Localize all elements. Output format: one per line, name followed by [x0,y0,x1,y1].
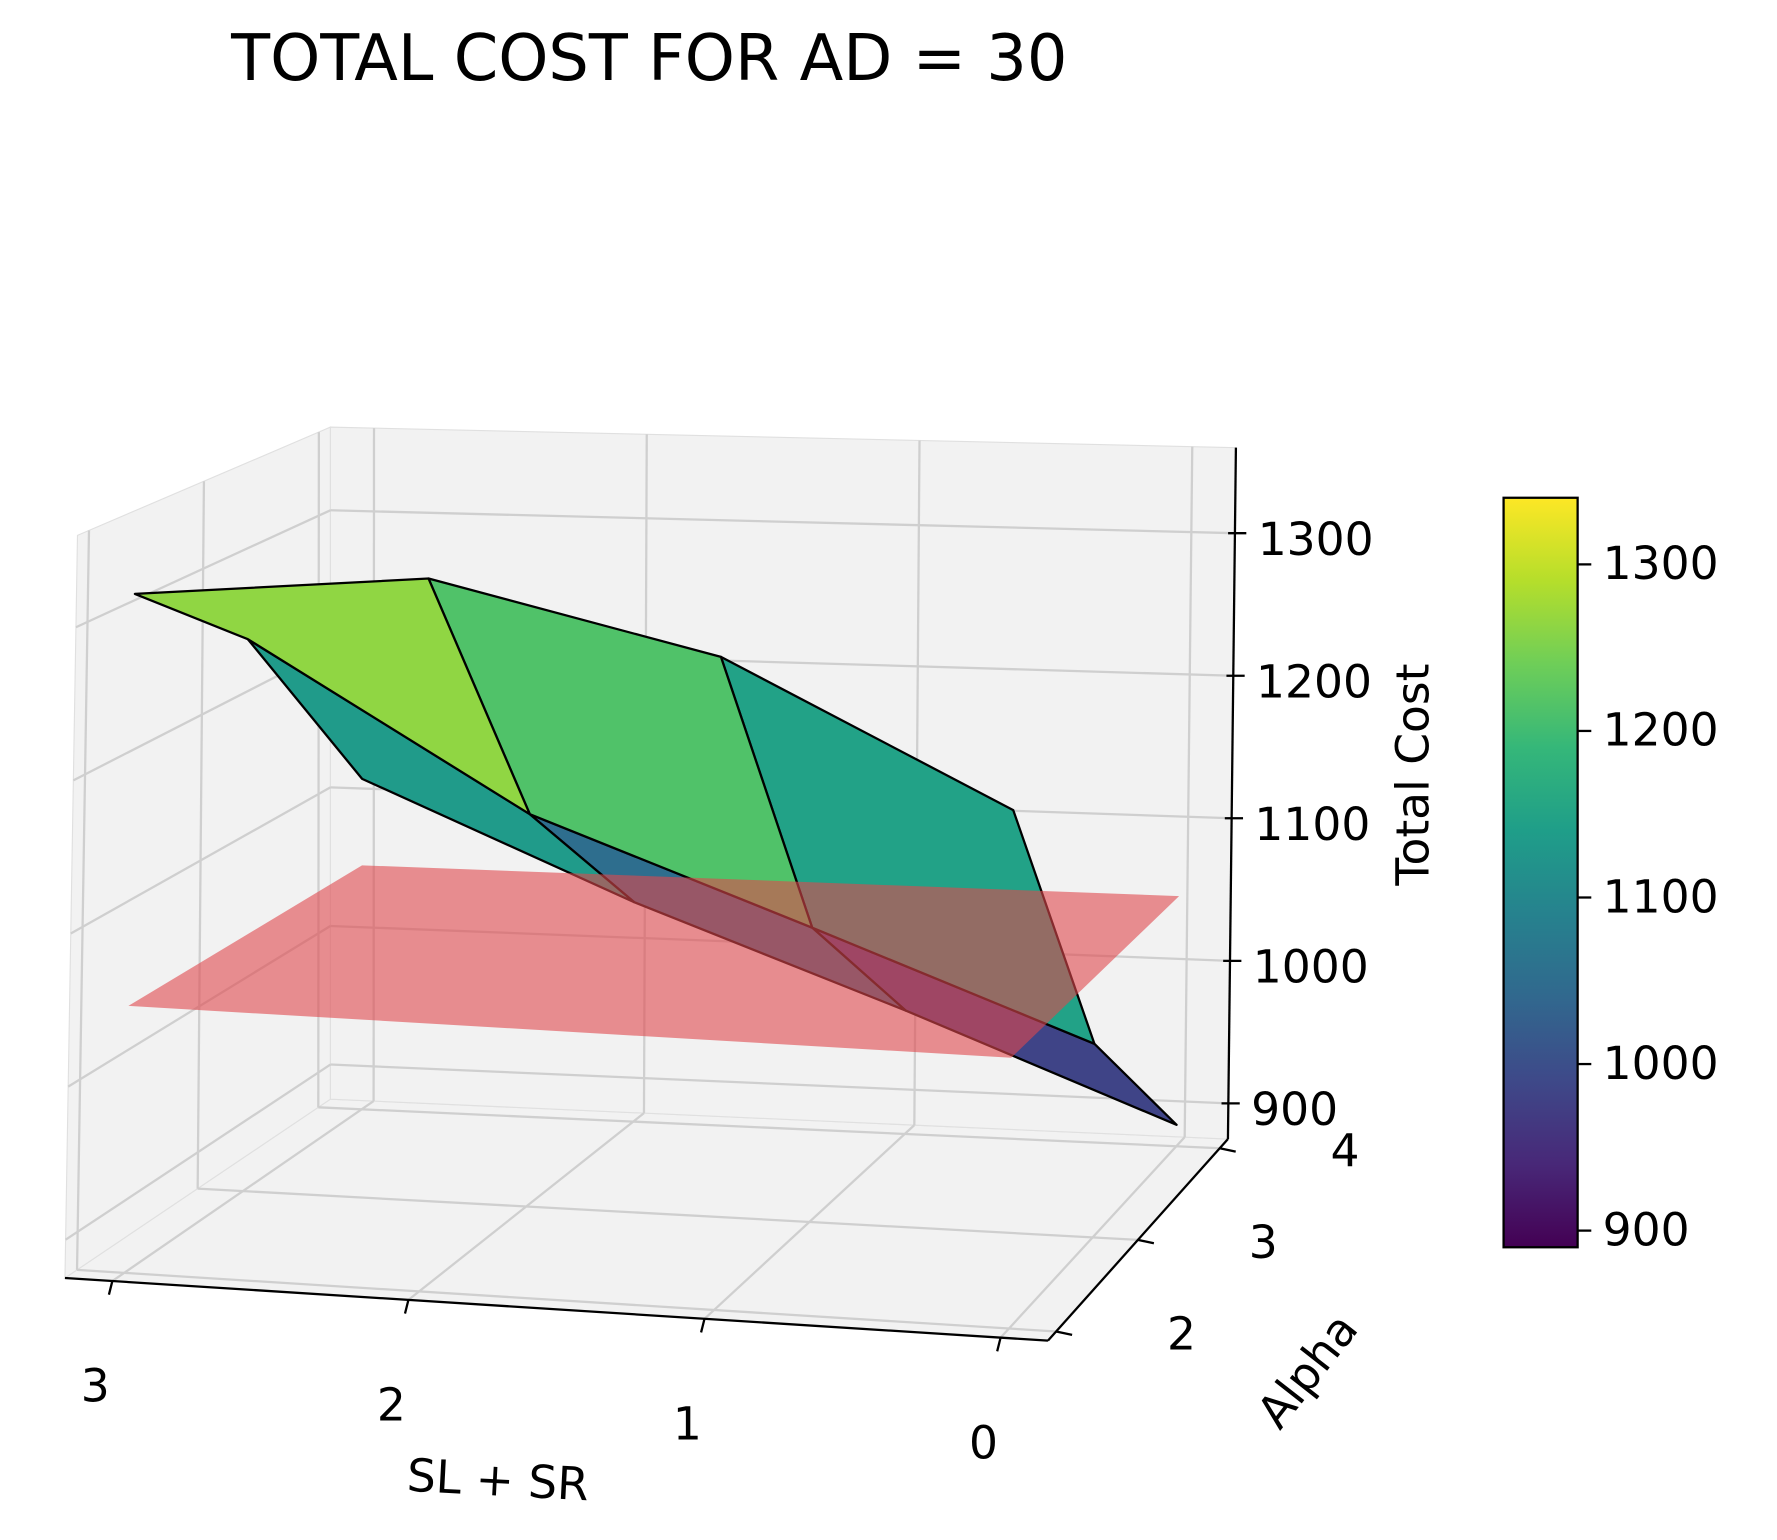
x-tick [996,1337,1002,1352]
chart-title: TOTAL COST FOR AD = 30 [230,22,1067,96]
y-tick [1219,1147,1236,1153]
colorbar-tick-label: 1300 [1603,537,1719,590]
colorbar-tick-label: 900 [1603,1203,1690,1256]
x-tick [699,1318,706,1333]
grid-line [1183,446,1194,1138]
z-tick-label: 1200 [1256,655,1372,708]
grid-line [64,1063,331,1241]
x-tick-label: 1 [673,1397,702,1450]
grid-line [318,1106,1220,1150]
y-axis-label: Alpha [1247,1303,1369,1438]
grid-line [197,1187,1139,1241]
x-tick [107,1280,114,1295]
y-tick-label: 4 [1331,1124,1360,1177]
colorbar-tick-label: 1000 [1603,1037,1719,1090]
x-tick-label: 2 [377,1379,406,1432]
z-axis-label: Total Cost [1386,664,1439,887]
y-tick [1055,1330,1073,1337]
axis-line [64,1276,1049,1342]
grid-line [76,1268,1057,1333]
x-axis-label: SL + SR [406,1449,590,1511]
y-tick-label: 3 [1249,1216,1278,1269]
z-tick-label: 1300 [1258,513,1374,566]
colorbar-tick-label: 1200 [1603,704,1719,757]
x-tick [403,1299,410,1314]
y-tick [1137,1238,1155,1245]
y-tick-label: 2 [1167,1308,1196,1361]
colorbar-tick-label: 1100 [1603,870,1719,923]
surface-face [133,577,531,816]
grid-line [75,509,331,629]
grid-line [75,530,91,1270]
x-tick-label: 0 [969,1416,998,1469]
z-tick-label: 900 [1251,1083,1338,1136]
axis-line [1226,447,1238,1140]
z-tick-label: 1100 [1254,798,1370,851]
z-tick-label: 1000 [1253,940,1369,993]
reference-plane [128,865,1180,1058]
grid-line [330,509,1235,535]
grid-line [330,1063,1229,1105]
grid-line [70,786,331,935]
x-tick-label: 3 [81,1360,110,1413]
colorbar [1502,496,1579,1249]
